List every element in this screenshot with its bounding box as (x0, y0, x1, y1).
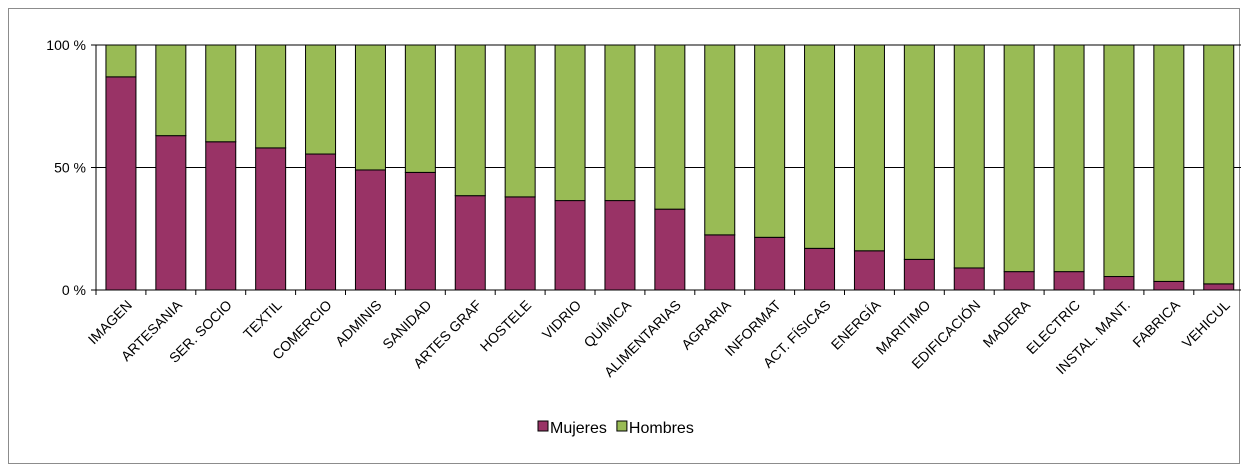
bar-mujeres (155, 135, 187, 291)
bar-hombres (604, 44, 636, 202)
bar-hombres (155, 44, 187, 137)
bar-mujeres (554, 200, 586, 291)
legend-label-mujeres: Mujeres (550, 420, 607, 437)
bar-mujeres (105, 76, 137, 291)
bar-mujeres (454, 195, 486, 291)
bar-hombres (1203, 44, 1235, 285)
bar-mujeres (404, 171, 436, 291)
bar-mujeres (853, 250, 885, 291)
y-tick-labels: 0 % 50 % 100 % (46, 37, 86, 298)
bar-mujeres (1053, 271, 1085, 291)
bar-hombres (654, 44, 686, 210)
bar-hombres (1103, 44, 1135, 278)
bar-mujeres (754, 236, 786, 291)
bar-hombres (754, 44, 786, 238)
bar-hombres (804, 44, 836, 249)
bar-mujeres (804, 247, 836, 291)
bar-mujeres (205, 141, 237, 291)
bar-mujeres (1103, 276, 1135, 291)
bar-hombres (454, 44, 486, 197)
legend: Mujeres Hombres (537, 420, 694, 437)
legend-label-hombres: Hombres (629, 420, 694, 437)
bar-hombres (704, 44, 736, 236)
bar-mujeres (354, 169, 386, 291)
bar-mujeres (1153, 280, 1185, 291)
bar-hombres (1003, 44, 1035, 273)
bar-hombres (953, 44, 985, 269)
x-tick-label: TEXTIL (240, 297, 285, 342)
x-tick-label: HOSTELE (477, 297, 535, 355)
bar-mujeres (654, 208, 686, 291)
y-tick-label: 50 % (54, 160, 86, 176)
bar-mujeres (1203, 283, 1235, 291)
bar-hombres (354, 44, 386, 171)
bar-hombres (305, 44, 337, 155)
bar-hombres (205, 44, 237, 143)
bar-hombres (903, 44, 935, 260)
bar-hombres (105, 44, 137, 78)
bar-mujeres (704, 234, 736, 291)
bar-hombres (404, 44, 436, 173)
y-tick-label: 0 % (62, 282, 86, 298)
legend-swatch-mujeres (537, 420, 549, 432)
bar-hombres (504, 44, 536, 198)
bar-hombres (1153, 44, 1185, 282)
legend-swatch-hombres (616, 420, 628, 432)
bar-hombres (853, 44, 885, 252)
bar-mujeres (604, 200, 636, 291)
bar-hombres (1053, 44, 1085, 273)
bar-hombres (255, 44, 287, 149)
axes (91, 44, 1241, 295)
x-tick-label: IMAGEN (85, 297, 135, 347)
x-tick-label: VEHICUL (1179, 297, 1233, 351)
y-tick-label: 100 % (46, 37, 86, 53)
bar-mujeres (1003, 271, 1035, 291)
bar-mujeres (903, 258, 935, 291)
bar-mujeres (953, 267, 985, 291)
bars (105, 44, 1235, 291)
bar-mujeres (255, 147, 287, 291)
x-tick-label: VIDRIO (539, 297, 584, 342)
bar-hombres (554, 44, 586, 202)
chart-frame: 0 % 50 % 100 % IMAGEN ARTESANIA SER. SOCIO TE… (8, 8, 1241, 464)
bar-mujeres (504, 196, 536, 291)
bar-mujeres (305, 153, 337, 291)
x-tick-label: FABRICA (1129, 296, 1183, 350)
x-tick-label: ADMINIS (332, 297, 385, 350)
